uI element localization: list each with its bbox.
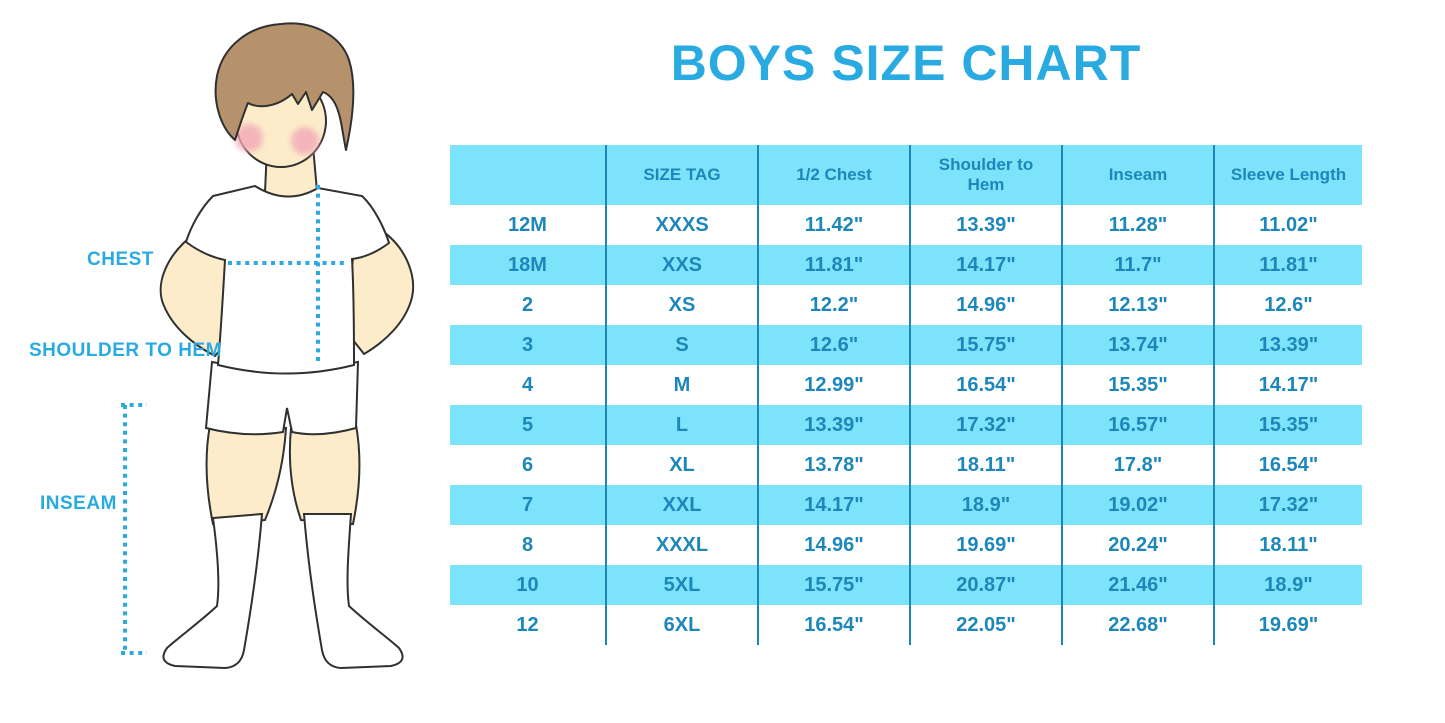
size-table: SIZE TAG 1/2 Chest Shoulder to Hem Inseam Sl… bbox=[450, 145, 1362, 645]
table-cell: 11.81" bbox=[1213, 245, 1362, 285]
table-cell: 14.17" bbox=[909, 245, 1061, 285]
header-cell: 1/2 Chest bbox=[757, 145, 909, 205]
size-label-cell: 3 bbox=[450, 325, 605, 365]
table-cell: 14.17" bbox=[757, 485, 909, 525]
table-cell: 12.6" bbox=[1213, 285, 1362, 325]
header-cell bbox=[450, 145, 605, 205]
table-cell: 12.99" bbox=[757, 365, 909, 405]
table-cell: 12.2" bbox=[757, 285, 909, 325]
shoulder-to-hem-label: SHOULDER TO HEM bbox=[29, 340, 222, 361]
table-cell: 14.96" bbox=[757, 525, 909, 565]
header-cell: Inseam bbox=[1061, 145, 1213, 205]
table-cell: 13.39" bbox=[1213, 325, 1362, 365]
table-cell: 20.87" bbox=[909, 565, 1061, 605]
table-cell: XXL bbox=[605, 485, 757, 525]
table-cell: 17.32" bbox=[909, 405, 1061, 445]
table-cell: 16.57" bbox=[1061, 405, 1213, 445]
inseam-label: INSEAM bbox=[40, 493, 117, 514]
chest-label: CHEST bbox=[87, 249, 154, 270]
table-cell: 11.81" bbox=[757, 245, 909, 285]
table-cell: 13.39" bbox=[757, 405, 909, 445]
page-title: BOYS SIZE CHART bbox=[670, 35, 1142, 91]
table-cell: 19.02" bbox=[1061, 485, 1213, 525]
table-cell: 11.42" bbox=[757, 205, 909, 245]
table-cell: 17.32" bbox=[1213, 485, 1362, 525]
size-label-cell: 4 bbox=[450, 365, 605, 405]
size-label-cell: 7 bbox=[450, 485, 605, 525]
right-leg bbox=[288, 423, 361, 526]
table-cell: 15.35" bbox=[1061, 365, 1213, 405]
table-cell: L bbox=[605, 405, 757, 445]
boy-measurement-figure: CHEST SHOULDER TO HEM INSEAM bbox=[0, 0, 450, 723]
hair bbox=[214, 22, 355, 151]
header-cell: Shoulder to Hem bbox=[909, 145, 1061, 205]
left-sock bbox=[162, 512, 264, 670]
table-cell: 13.74" bbox=[1061, 325, 1213, 365]
table-cell: 22.05" bbox=[909, 605, 1061, 645]
table-cell: 16.54" bbox=[757, 605, 909, 645]
table-cell: 18.11" bbox=[909, 445, 1061, 485]
left-leg bbox=[205, 423, 288, 526]
table-cell: 15.35" bbox=[1213, 405, 1362, 445]
right-blush bbox=[291, 127, 319, 155]
size-label-cell: 6 bbox=[450, 445, 605, 485]
table-cell: XS bbox=[605, 285, 757, 325]
table-cell: 6XL bbox=[605, 605, 757, 645]
size-label-cell: 5 bbox=[450, 405, 605, 445]
table-cell: XXS bbox=[605, 245, 757, 285]
table-cell: 11.02" bbox=[1213, 205, 1362, 245]
table-cell: 11.7" bbox=[1061, 245, 1213, 285]
header-cell: Sleeve Length bbox=[1213, 145, 1362, 205]
boy-illustration bbox=[121, 22, 415, 670]
left-blush bbox=[235, 124, 263, 152]
size-label-cell: 12M bbox=[450, 205, 605, 245]
table-cell: S bbox=[605, 325, 757, 365]
t-shirt bbox=[184, 184, 391, 375]
table-cell: 16.54" bbox=[909, 365, 1061, 405]
right-arm bbox=[343, 228, 415, 356]
left-arm bbox=[159, 230, 237, 358]
table-cell: M bbox=[605, 365, 757, 405]
table-cell: 18.9" bbox=[909, 485, 1061, 525]
table-cell: 14.17" bbox=[1213, 365, 1362, 405]
right-sock bbox=[302, 513, 404, 670]
table-cell: XXXL bbox=[605, 525, 757, 565]
table-cell: 18.9" bbox=[1213, 565, 1362, 605]
table-cell: 20.24" bbox=[1061, 525, 1213, 565]
table-cell: 19.69" bbox=[909, 525, 1061, 565]
size-label-cell: 2 bbox=[450, 285, 605, 325]
table-cell: 12.13" bbox=[1061, 285, 1213, 325]
size-label-cell: 10 bbox=[450, 565, 605, 605]
table-cell: 14.96" bbox=[909, 285, 1061, 325]
table-cell: 18.11" bbox=[1213, 525, 1362, 565]
table-cell: 12.6" bbox=[757, 325, 909, 365]
table-cell: 15.75" bbox=[909, 325, 1061, 365]
size-label-cell: 12 bbox=[450, 605, 605, 645]
table-cell: 13.39" bbox=[909, 205, 1061, 245]
table-cell: 16.54" bbox=[1213, 445, 1362, 485]
table-cell: 19.69" bbox=[1213, 605, 1362, 645]
table-cell: XXXS bbox=[605, 205, 757, 245]
table-cell: 15.75" bbox=[757, 565, 909, 605]
table-cell: 13.78" bbox=[757, 445, 909, 485]
table-cell: 11.28" bbox=[1061, 205, 1213, 245]
table-cell: 22.68" bbox=[1061, 605, 1213, 645]
table-cell: 21.46" bbox=[1061, 565, 1213, 605]
table-cell: 17.8" bbox=[1061, 445, 1213, 485]
size-label-cell: 18M bbox=[450, 245, 605, 285]
size-label-cell: 8 bbox=[450, 525, 605, 565]
table-cell: XL bbox=[605, 445, 757, 485]
header-cell: SIZE TAG bbox=[605, 145, 757, 205]
table-cell: 5XL bbox=[605, 565, 757, 605]
